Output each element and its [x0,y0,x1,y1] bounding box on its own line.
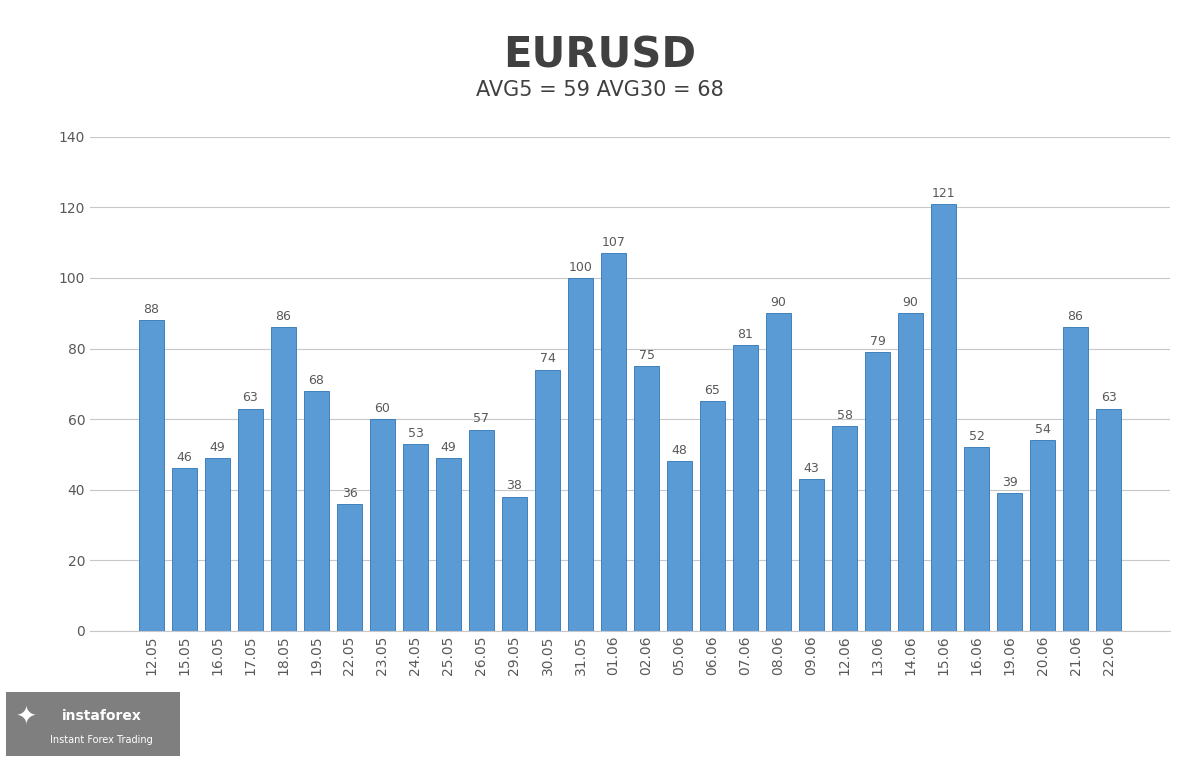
Bar [964,448,989,631]
Text: 74: 74 [540,353,556,366]
Text: 58: 58 [836,409,852,422]
Text: 79: 79 [870,335,886,348]
Bar [667,461,692,631]
Text: 90: 90 [770,296,786,309]
Bar [502,497,527,631]
Bar [304,391,329,631]
Text: 38: 38 [506,480,522,492]
Bar [832,426,857,631]
Text: EURUSD: EURUSD [504,34,696,76]
Text: ✦: ✦ [17,705,37,730]
Text: Instant Forex Trading: Instant Forex Trading [50,735,154,745]
Text: 49: 49 [440,441,456,454]
Text: 121: 121 [931,187,955,200]
Text: 39: 39 [1002,476,1018,489]
Text: 36: 36 [342,486,358,499]
Bar [403,444,428,631]
Text: 86: 86 [276,310,292,323]
Bar [271,328,296,631]
Bar [931,204,956,631]
Bar [766,313,791,631]
Bar [535,369,560,631]
Bar [238,409,263,631]
Text: 48: 48 [672,444,688,458]
Bar [997,493,1022,631]
Bar [436,458,461,631]
Bar [370,419,395,631]
Bar [634,366,659,631]
Bar [469,429,494,631]
Text: 60: 60 [374,402,390,415]
Bar [139,320,164,631]
Bar [568,278,593,631]
Text: 65: 65 [704,385,720,397]
Bar [865,352,890,631]
Text: 53: 53 [408,426,424,439]
Text: 63: 63 [242,391,258,404]
Text: 107: 107 [601,236,625,249]
Text: 57: 57 [474,413,490,426]
Text: 49: 49 [210,441,226,454]
Bar [799,479,824,631]
Bar [1030,440,1055,631]
Text: 81: 81 [738,328,754,340]
Bar [1063,328,1088,631]
Text: 54: 54 [1034,423,1050,436]
Bar [337,504,362,631]
Text: 100: 100 [569,261,593,274]
Text: 63: 63 [1100,391,1116,404]
Bar [898,313,923,631]
Bar [172,468,197,631]
Bar [700,401,725,631]
Bar [733,345,758,631]
Text: 88: 88 [144,303,160,316]
Bar [601,253,626,631]
Text: 90: 90 [902,296,918,309]
Bar [1096,409,1121,631]
Text: 86: 86 [1068,310,1084,323]
Text: 46: 46 [176,451,192,464]
Text: instaforex: instaforex [61,709,142,724]
Text: AVG5 = 59 AVG30 = 68: AVG5 = 59 AVG30 = 68 [476,80,724,100]
Text: 75: 75 [638,349,654,362]
Text: 52: 52 [968,430,984,443]
Text: 68: 68 [308,374,324,387]
Text: 43: 43 [804,462,820,475]
Bar [205,458,230,631]
